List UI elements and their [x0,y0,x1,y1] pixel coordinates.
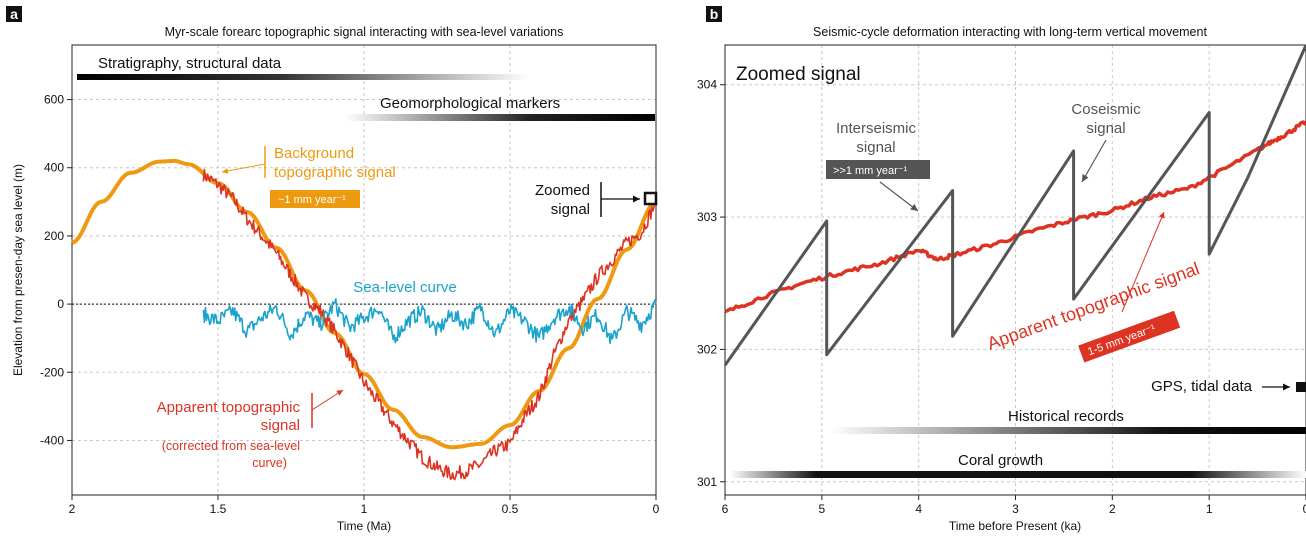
x-tick-label: 2 [69,502,76,516]
panel-b-series [723,44,1306,367]
apparent-rate-b-group: 1-5 mm year⁻¹ [1078,310,1181,363]
zoomed-marker-a [643,191,658,206]
y-tick-label: 600 [44,93,64,107]
y-tick-label: 200 [44,229,64,243]
apparent-rate-b-box [1078,310,1181,363]
interseismic-arrow [879,181,919,212]
panel-b-ticks: 6 5 4 3 2 1 0 301 302 303 304 [697,78,1306,516]
panel-a-ticks: 2 1.5 1 0.5 0 -400 -200 0 200 400 600 [40,93,660,516]
x-tick-label: 0 [1303,502,1306,516]
y-tick-label: 400 [44,161,64,175]
interseismic-rate: >>1 mm year⁻¹ [833,165,908,177]
stratigraphy-label: Stratigraphy, structural data [98,55,282,72]
panel-b-letter: b [710,6,719,22]
panel-a-series [71,158,657,481]
x-tick-label: 5 [818,502,825,516]
background-label-line1: Background [274,145,354,162]
background-rate-box [270,190,360,208]
background-arrow [221,163,266,174]
zoomed-label-a-line1: Zoomed [535,182,590,199]
panel-a-letter: a [10,6,18,22]
coseismic-label-line1: Coseismic [1071,101,1141,118]
interseismic-rate-box [826,160,930,179]
x-tick-label: 0 [653,502,660,516]
coseismic-arrow [1081,139,1107,183]
gps-marker [1296,382,1306,392]
coseismic-label-line2: signal [1086,120,1125,137]
series-line-gray [723,44,1306,367]
coral-label: Coral growth [958,452,1043,469]
y-tick-label: 303 [697,210,717,224]
sealevel-label: Sea-level curve [353,279,456,296]
x-tick-label: 1 [361,502,368,516]
panel-b-letter-box [706,6,722,22]
zoomed-label-b: Zoomed signal [736,64,861,85]
interseismic-label-line2: signal [856,139,895,156]
interseismic-label-line1: Interseismic [836,120,917,137]
x-tick-label: 4 [915,502,922,516]
historical-bar [830,427,1306,434]
series-line-blue [202,298,657,345]
panel-a-title: Myr-scale forearc topographic signal int… [165,25,564,39]
apparent-arrow-a [311,389,344,411]
historical-label: Historical records [1008,408,1124,425]
gps-label: GPS, tidal data [1151,378,1253,395]
zoomed-label-a-line2: signal [551,201,590,218]
y-tick-label: 0 [57,297,64,311]
panel-a-grid [71,45,657,495]
panel-a-xlabel: Time (Ma) [337,519,391,533]
coral-bar [730,471,1306,478]
x-tick-label: 2 [1109,502,1116,516]
series-line-red [724,120,1306,314]
x-tick-label: 0.5 [502,502,519,516]
series-line-red [202,168,657,481]
geomorph-label: Geomorphological markers [380,95,560,112]
x-tick-label: 1 [1206,502,1213,516]
apparent-note-a-line1: (corrected from sea-level [162,439,300,453]
apparent-label-a-line1: Apparent topographic [157,399,301,416]
y-tick-label: 301 [697,475,717,489]
geomorph-bar [345,114,655,121]
apparent-label-a-line2: signal [261,417,300,434]
x-tick-label: 6 [722,502,729,516]
y-tick-label: 304 [697,78,717,92]
y-tick-label: 302 [697,342,717,356]
background-rate: ~1 mm year⁻¹ [278,194,346,206]
apparent-arrow-b [1121,211,1165,313]
panel-b-title: Seismic-cycle deformation interacting wi… [813,25,1207,39]
panel-b-xlabel: Time before Present (ka) [949,519,1081,533]
y-tick-label: -400 [40,433,64,447]
x-tick-label: 3 [1012,502,1019,516]
stratigraphy-bar [77,74,530,80]
panel-a-ylabel: Elevation from presen-day sea level (m) [11,164,25,376]
y-tick-label: -200 [40,365,64,379]
x-tick-label: 1.5 [210,502,227,516]
background-label-line2: topographic signal [274,164,396,181]
panel-a-letter-box [6,6,22,22]
apparent-note-a-line2: curve) [252,456,287,470]
panel-b-grid [724,45,1306,495]
